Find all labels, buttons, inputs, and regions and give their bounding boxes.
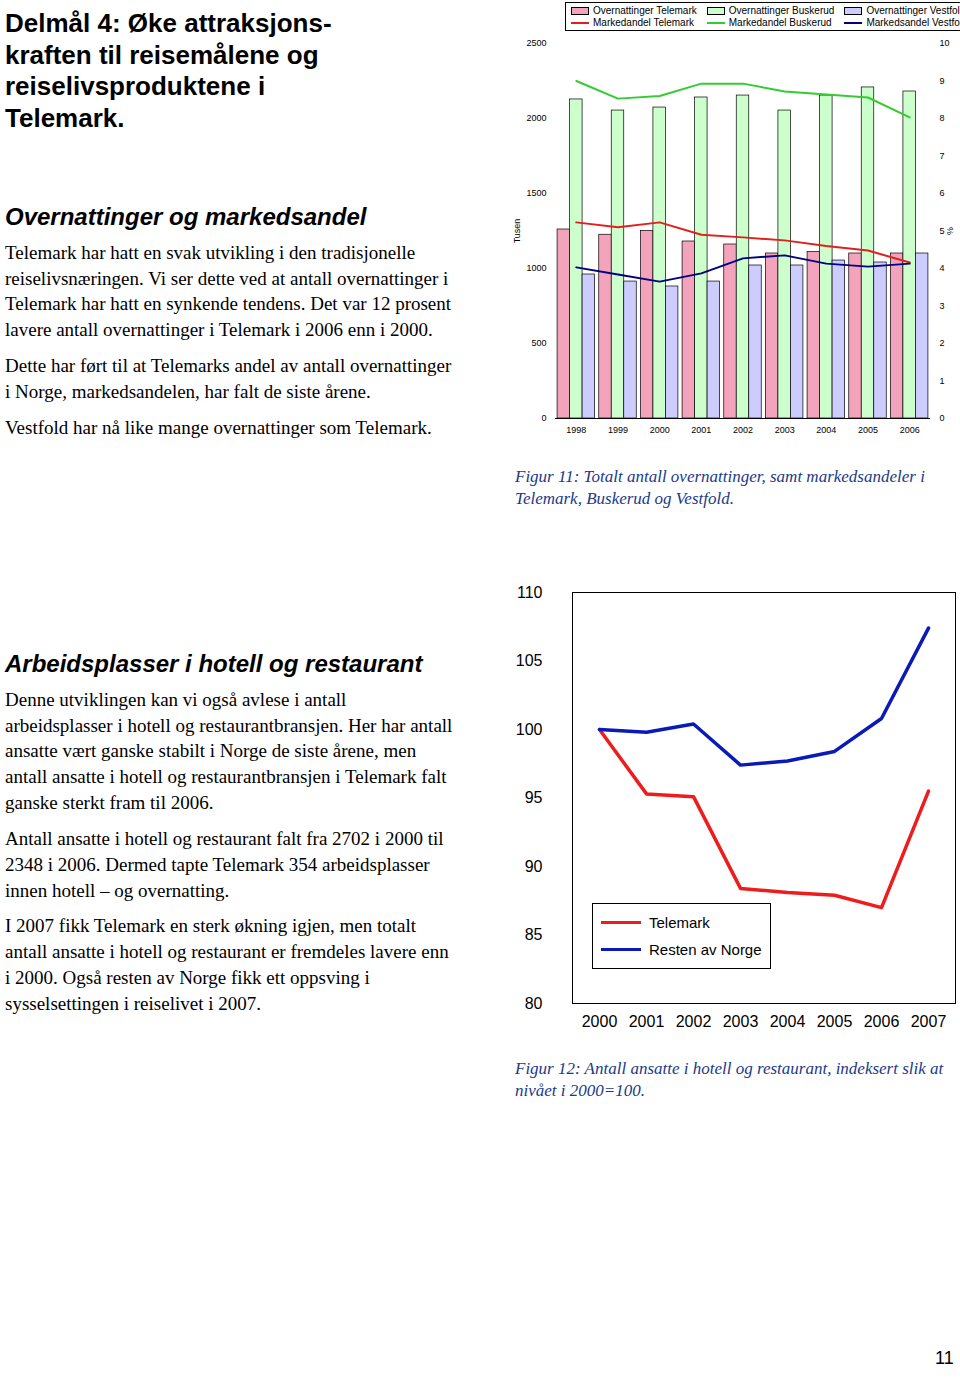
svg-text:2000: 2000 bbox=[582, 1013, 618, 1030]
svg-text:85: 85 bbox=[525, 926, 543, 943]
svg-text:2: 2 bbox=[940, 338, 945, 348]
html-text:Markedandel Buskerud: Markedandel Buskerud bbox=[728, 17, 832, 28]
svg-text:1: 1 bbox=[940, 376, 945, 386]
svg-text:100: 100 bbox=[516, 721, 543, 738]
svg-text:2005: 2005 bbox=[817, 1013, 853, 1030]
svg-text:110: 110 bbox=[517, 584, 543, 601]
svg-text:0: 0 bbox=[940, 413, 945, 423]
html-text:I 2007 fikk Telemark en sterk: I 2007 fikk Telemark en sterk økning igj… bbox=[5, 915, 449, 1014]
html-text:Vestfold har nå like mange ove: Vestfold har nå like mange overnattinger… bbox=[5, 416, 432, 438]
html-text:Telemark har hatt en svak utvi: Telemark har hatt en svak utvikling i de… bbox=[5, 241, 452, 341]
svg-text:2000: 2000 bbox=[650, 425, 670, 435]
html-text:Overnattinger og markedsandel: Overnattinger og markedsandel bbox=[5, 203, 367, 230]
svg-text:2003: 2003 bbox=[723, 1013, 759, 1030]
html-text:Telemark: Telemark bbox=[649, 914, 710, 931]
html-text:Delmål 4: Øke attraksjons-: Delmål 4: Øke attraksjons- bbox=[5, 8, 332, 38]
svg-text:1999: 1999 bbox=[608, 425, 628, 435]
svg-text:5: 5 bbox=[939, 225, 945, 236]
html-text:Markedandel Telemark: Markedandel Telemark bbox=[593, 17, 694, 28]
svg-text:7: 7 bbox=[940, 151, 945, 161]
html-text:11: 11 bbox=[935, 1348, 954, 1368]
svg-text:90: 90 bbox=[525, 858, 543, 875]
html-text:Telemark.: Telemark. bbox=[5, 103, 125, 134]
svg-text:2500: 2500 bbox=[526, 38, 546, 48]
svg-text:0: 0 bbox=[541, 413, 546, 423]
svg-text:1000: 1000 bbox=[526, 263, 546, 273]
svg-text:6: 6 bbox=[940, 188, 945, 198]
svg-text:2001: 2001 bbox=[691, 425, 711, 435]
html-text:Overnattinger Buskerud: Overnattinger Buskerud bbox=[728, 5, 835, 16]
svg-text:95: 95 bbox=[525, 789, 543, 806]
html-text:Denne utviklingen kan vi også: Denne utviklingen kan vi også avlese i a… bbox=[5, 688, 453, 814]
svg-text:2002: 2002 bbox=[733, 425, 753, 435]
svg-text:2000: 2000 bbox=[526, 113, 546, 123]
svg-text:2004: 2004 bbox=[816, 425, 836, 435]
html-text:Overnattinger Telemark: Overnattinger Telemark bbox=[593, 5, 697, 16]
html-text:Antall ansatte i hotell og res: Antall ansatte i hotell og restaurant fa… bbox=[5, 827, 444, 901]
svg-text:9: 9 bbox=[940, 76, 945, 86]
html-text:Dette har ført til at Telemark: Dette har ført til at Telemarks andel av… bbox=[5, 355, 452, 402]
svg-text:80: 80 bbox=[525, 995, 543, 1012]
svg-text:2006: 2006 bbox=[900, 425, 920, 435]
html-text:Figur 11: Totalt antall overna: Figur 11: Totalt antall overnattinger, s… bbox=[515, 467, 925, 509]
svg-text:Tusen: Tusen bbox=[512, 219, 522, 244]
html-text:Resten av Norge: Resten av Norge bbox=[649, 941, 762, 958]
svg-text:%: % bbox=[945, 227, 955, 235]
html-text:kraften til reisemålene og: kraften til reisemålene og bbox=[5, 39, 319, 70]
svg-text:2001: 2001 bbox=[629, 1013, 665, 1030]
svg-text:2003: 2003 bbox=[775, 425, 795, 435]
svg-text:1500: 1500 bbox=[526, 188, 546, 198]
html-text:Arbeidsplasser i hotell og res: Arbeidsplasser i hotell og restaurant bbox=[5, 650, 423, 677]
svg-text:2005: 2005 bbox=[858, 425, 878, 435]
svg-text:105: 105 bbox=[516, 652, 543, 669]
svg-text:10: 10 bbox=[940, 38, 950, 48]
html-text:Figur 12: Antall ansatte i hot: Figur 12: Antall ansatte i hotell og res… bbox=[515, 1059, 944, 1101]
svg-text:8: 8 bbox=[940, 113, 945, 123]
svg-text:2006: 2006 bbox=[864, 1013, 900, 1030]
svg-text:2007: 2007 bbox=[911, 1013, 947, 1030]
svg-text:3: 3 bbox=[940, 301, 945, 311]
svg-text:2002: 2002 bbox=[676, 1013, 712, 1030]
svg-text:500: 500 bbox=[531, 338, 546, 348]
html-text:reiselivsproduktene i: reiselivsproduktene i bbox=[5, 71, 266, 102]
svg-text:1998: 1998 bbox=[566, 425, 586, 435]
svg-text:2004: 2004 bbox=[770, 1013, 806, 1030]
svg-text:4: 4 bbox=[940, 263, 945, 273]
